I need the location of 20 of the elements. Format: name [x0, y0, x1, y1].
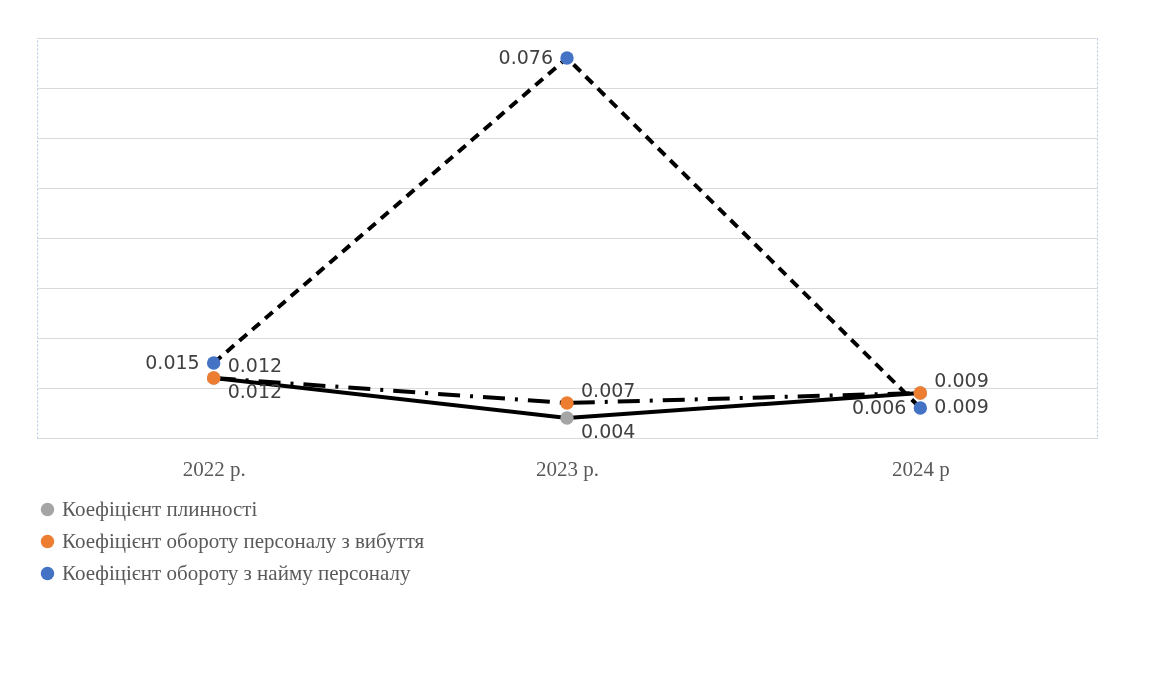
legend-label: Коефіцієнт плинності: [62, 496, 258, 521]
data-label: 0.076: [498, 46, 553, 68]
data-label: 0.012: [227, 354, 283, 376]
x-tick-label: 2022 р.: [182, 456, 246, 481]
point: [206, 356, 221, 370]
data-label: 0.006: [851, 396, 907, 418]
data-label: 0.007: [581, 379, 636, 401]
data-label: 0.009: [934, 369, 989, 391]
legend-label: Коефіцієнт обороту з найму персоналу: [62, 560, 412, 585]
x-tick-label: 2024 р: [891, 456, 950, 481]
point: [560, 411, 574, 425]
point: [560, 51, 574, 65]
legend-label: Коефіцієнт обороту персоналу з вибуття: [62, 528, 425, 553]
data-label: 0.009: [934, 395, 989, 417]
data-label: 0.012: [227, 380, 283, 402]
data-label: 0.004: [581, 420, 636, 442]
point: [560, 396, 574, 410]
x-tick-label: 2023 р.: [536, 456, 599, 481]
data-label: 0.015: [145, 351, 200, 373]
point: [913, 401, 928, 415]
